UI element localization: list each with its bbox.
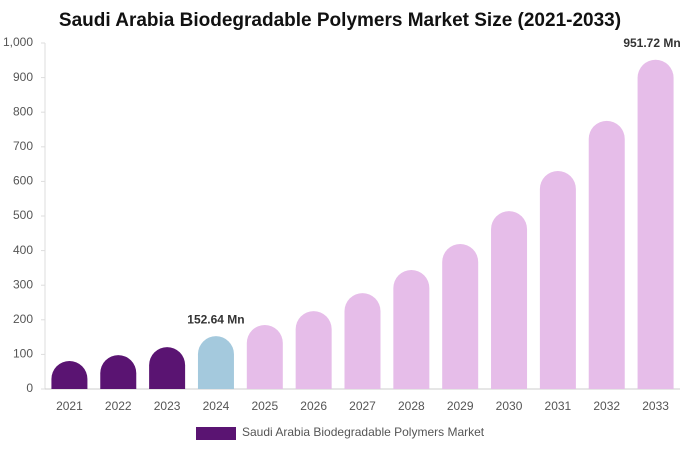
x-tick-label: 2026 — [300, 399, 327, 413]
bar — [100, 355, 137, 389]
bar — [149, 347, 186, 389]
x-tick-label: 2032 — [593, 399, 620, 413]
x-tick-label: 2024 — [203, 399, 230, 413]
y-tick-label: 500 — [13, 208, 33, 222]
y-tick-label: 0 — [26, 381, 33, 395]
x-tick-label: 2022 — [105, 399, 132, 413]
x-tick-label: 2023 — [154, 399, 181, 413]
chart-title: Saudi Arabia Biodegradable Polymers Mark… — [59, 10, 621, 31]
y-tick-label: 700 — [13, 139, 33, 153]
x-tick-label: 2029 — [447, 399, 474, 413]
bar — [246, 325, 283, 389]
x-tick-label: 2031 — [545, 399, 572, 413]
value-label: 951.72 Mn — [623, 36, 680, 50]
y-tick-label: 1,000 — [3, 35, 33, 49]
legend-swatch — [196, 427, 236, 440]
legend-label: Saudi Arabia Biodegradable Polymers Mark… — [242, 425, 485, 439]
x-tick-label: 2028 — [398, 399, 425, 413]
bar — [442, 244, 479, 389]
x-tick-label: 2025 — [251, 399, 278, 413]
y-tick-label: 300 — [13, 277, 33, 291]
y-tick-label: 900 — [13, 70, 33, 84]
bar — [393, 269, 430, 389]
bar — [197, 336, 234, 389]
bar — [344, 293, 381, 389]
value-label: 152.64 Mn — [187, 312, 244, 326]
y-tick-label: 200 — [13, 312, 33, 326]
bar — [295, 311, 332, 389]
bar — [491, 211, 528, 389]
x-tick-label: 2021 — [56, 399, 83, 413]
bar — [51, 360, 88, 389]
y-tick-label: 100 — [13, 347, 33, 361]
bar — [588, 120, 625, 389]
y-tick-label: 600 — [13, 174, 33, 188]
bar — [637, 59, 674, 389]
x-tick-label: 2027 — [349, 399, 376, 413]
x-tick-label: 2033 — [642, 399, 669, 413]
y-tick-label: 800 — [13, 104, 33, 118]
x-tick-label: 2030 — [496, 399, 523, 413]
y-tick-label: 400 — [13, 243, 33, 257]
bar — [539, 171, 576, 389]
